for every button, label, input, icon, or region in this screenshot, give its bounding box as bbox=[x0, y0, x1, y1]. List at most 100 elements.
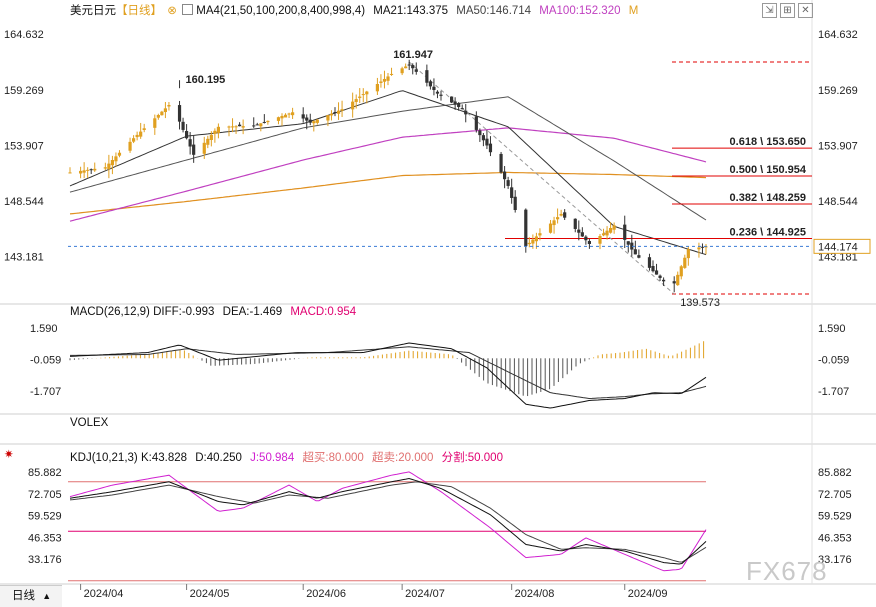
candle-body bbox=[506, 180, 510, 186]
candle-body bbox=[481, 135, 485, 141]
candle-body bbox=[428, 81, 432, 87]
candle-body bbox=[234, 126, 238, 128]
candle-body bbox=[559, 213, 563, 216]
candle-body bbox=[107, 163, 111, 170]
expand-icon[interactable]: ⊞ bbox=[780, 3, 795, 18]
y-tick-label: 85.882 bbox=[818, 467, 852, 479]
candle-body bbox=[259, 123, 263, 127]
candle-body bbox=[563, 212, 567, 218]
candle-body bbox=[580, 232, 584, 237]
candle-body bbox=[704, 246, 708, 248]
watermark: FX678 bbox=[746, 556, 828, 586]
candle-body bbox=[439, 94, 443, 96]
candle-body bbox=[654, 270, 659, 275]
candle-body bbox=[336, 110, 341, 114]
candle-body bbox=[527, 242, 531, 245]
ma21-line bbox=[69, 90, 707, 256]
close-icon[interactable]: ✕ bbox=[798, 3, 813, 18]
high-annotation: 160.195 bbox=[186, 74, 226, 86]
fib-level-label: 0.382 \ 148.259 bbox=[730, 192, 806, 204]
candle-body bbox=[400, 68, 404, 74]
candle-body bbox=[425, 70, 429, 83]
candle-body bbox=[605, 230, 609, 236]
y-tick-label: 153.907 bbox=[4, 140, 44, 152]
chevron-up-icon: ▲ bbox=[42, 591, 52, 601]
ma21-value: MA21:143.375 bbox=[373, 5, 449, 17]
period-label: 【日线】 bbox=[116, 5, 162, 17]
y-tick-label: 143.181 bbox=[818, 252, 858, 264]
y-tick-label: 1.590 bbox=[30, 323, 58, 335]
candle-body bbox=[216, 126, 220, 133]
candle-body bbox=[432, 86, 436, 90]
candle-body bbox=[185, 131, 189, 139]
last-price-label: 144.174 bbox=[818, 241, 858, 253]
candle-body bbox=[160, 111, 164, 116]
fib-trend-line bbox=[408, 61, 675, 295]
macd-dea-line bbox=[70, 346, 707, 400]
candle-body bbox=[227, 126, 231, 128]
candle-body bbox=[488, 143, 493, 153]
candle-body bbox=[139, 131, 143, 137]
kdj-k-value: K:43.828 bbox=[140, 452, 188, 464]
candle-body bbox=[206, 138, 210, 145]
candle-body bbox=[609, 228, 613, 233]
candle-body bbox=[538, 233, 542, 236]
ma-header: MA4(21,50,100,200,8,400,998,4) bbox=[196, 5, 366, 17]
y-tick-label: -1.707 bbox=[30, 386, 61, 398]
candle-body bbox=[230, 126, 235, 128]
candle-body bbox=[361, 94, 365, 96]
kdj-split-value: 分割:50.000 bbox=[441, 452, 503, 464]
y-tick-label: 33.176 bbox=[28, 554, 62, 566]
candle-body bbox=[587, 241, 591, 244]
kdj-overbought-value: 超买:80.000 bbox=[302, 452, 364, 464]
kdj-j-line bbox=[69, 471, 707, 572]
y-tick-label: 148.544 bbox=[4, 196, 44, 208]
candle-body bbox=[291, 112, 295, 116]
candle-body bbox=[435, 91, 440, 94]
kdj-gear-icon[interactable]: ✷ bbox=[4, 449, 14, 461]
candle-body bbox=[177, 105, 182, 122]
candle-body bbox=[308, 119, 312, 123]
candle-body bbox=[128, 141, 132, 151]
last-price-box bbox=[813, 238, 871, 254]
candle-body bbox=[167, 105, 171, 107]
candle-body bbox=[499, 153, 503, 173]
candle-body bbox=[252, 125, 256, 127]
y-tick-label: 164.632 bbox=[818, 29, 858, 41]
x-tick-label: 2024/05 bbox=[190, 588, 230, 600]
candle-body bbox=[276, 117, 281, 121]
candle-body bbox=[404, 66, 408, 69]
candle-body bbox=[351, 101, 355, 110]
fit-icon[interactable]: ⇲ bbox=[762, 3, 777, 18]
candle-body bbox=[89, 169, 93, 171]
settings-icon[interactable] bbox=[182, 4, 194, 15]
candle-body bbox=[623, 224, 627, 240]
candle-body bbox=[266, 120, 270, 123]
volex-title: VOLEX bbox=[70, 417, 109, 429]
candle-body bbox=[626, 241, 630, 245]
candle-body bbox=[513, 196, 517, 210]
candle-body bbox=[453, 101, 457, 105]
y-tick-label: -0.059 bbox=[30, 354, 61, 366]
y-tick-label: 85.882 bbox=[28, 467, 62, 479]
candle-body bbox=[686, 249, 690, 259]
ma100-value: MA100:152.320 bbox=[539, 5, 621, 17]
symbol-name: 美元日元 bbox=[70, 5, 116, 17]
y-tick-label: 72.705 bbox=[28, 489, 62, 501]
candle-body bbox=[697, 247, 701, 250]
candle-body bbox=[633, 249, 637, 255]
candle-body bbox=[354, 99, 358, 102]
macd-diff-value: DIFF:-0.993 bbox=[153, 306, 215, 318]
candle-body bbox=[577, 229, 581, 233]
candle-body bbox=[552, 220, 556, 226]
x-tick-label: 2024/04 bbox=[84, 588, 124, 600]
candle-body bbox=[103, 167, 107, 169]
kdj-k-line bbox=[69, 477, 707, 565]
candle-body bbox=[280, 115, 284, 119]
kdj-title: KDJ(10,21,3) bbox=[70, 452, 138, 464]
candle-body bbox=[315, 119, 319, 123]
candle-body bbox=[612, 225, 616, 230]
eye-icon[interactable]: ⊗ bbox=[167, 5, 177, 17]
period-tab[interactable]: 日线 ▲ bbox=[0, 585, 62, 607]
